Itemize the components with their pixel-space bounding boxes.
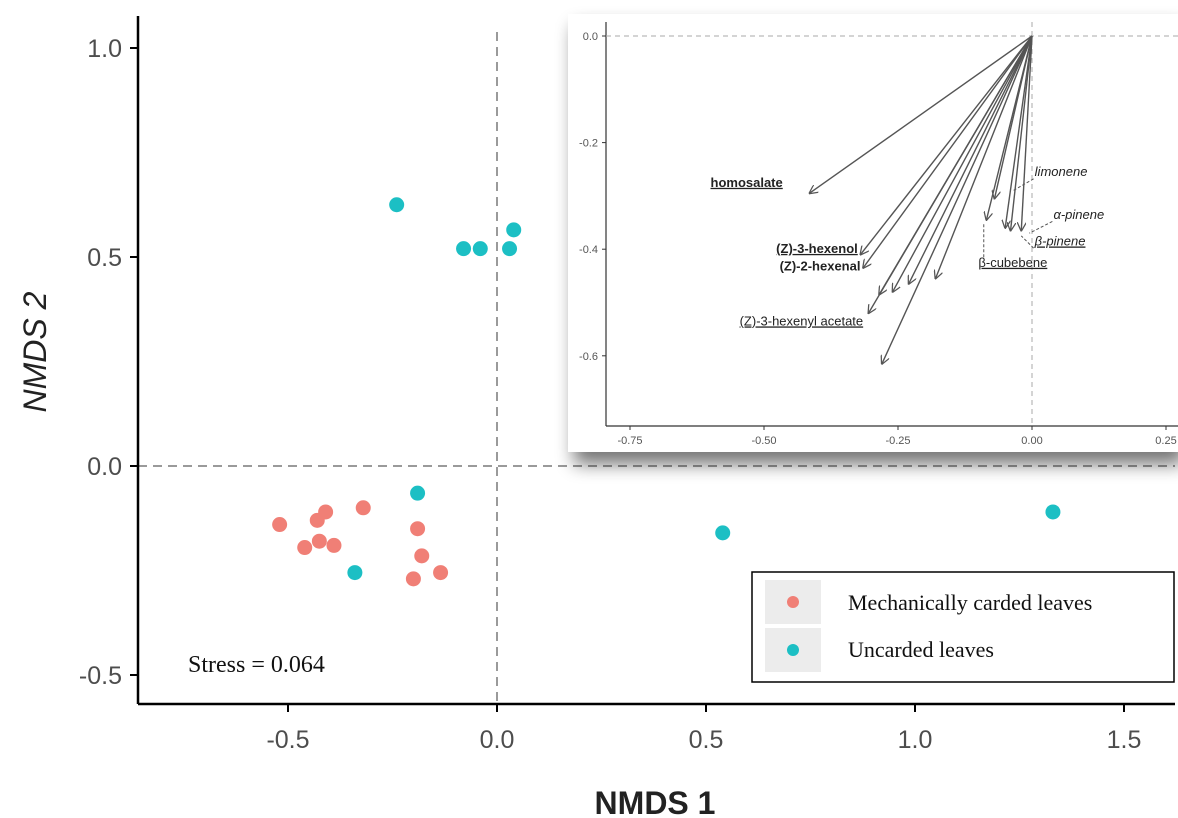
carded-leaf-point xyxy=(311,533,327,549)
legend-label-carded: Mechanically carded leaves xyxy=(848,590,1092,615)
legend-label-uncarded: Uncarded leaves xyxy=(848,637,994,662)
stress-annotation: Stress = 0.064 xyxy=(188,652,325,678)
vector-label: (Z)-3-hexenyl acetate xyxy=(740,313,864,328)
loading-vector-arrow xyxy=(860,35,1033,255)
vector-label: β-pinene xyxy=(1034,233,1086,248)
x-tick-label: 0.0 xyxy=(480,726,515,754)
carded-leaf-point xyxy=(433,565,449,581)
inset-y-tick-label: -0.2 xyxy=(579,138,598,150)
uncarded-leaf-point xyxy=(456,241,472,257)
label-leader-line xyxy=(1020,235,1034,249)
carded-leaf-point xyxy=(414,548,430,564)
y-tick-label: 0.0 xyxy=(87,453,122,481)
y-tick-label: 1.0 xyxy=(87,35,122,63)
carded-leaf-point xyxy=(405,571,421,587)
carded-leaf-point xyxy=(410,521,426,537)
uncarded-leaf-point xyxy=(347,565,363,581)
inset-y-tick-label: 0.0 xyxy=(583,31,598,43)
inset-x-tick-label: 0.00 xyxy=(1021,435,1042,447)
legend-swatch-carded xyxy=(787,596,799,608)
vector-label: α-pinene xyxy=(1053,207,1104,222)
main-scatter-plot: -0.5 0.0 0.5 1.0 1.5 -0.5 0.0 0.5 1.0 xyxy=(79,16,1175,754)
loading-vector-arrow xyxy=(986,35,1033,220)
uncarded-leaf-point xyxy=(472,241,488,257)
x-tick-label: 0.5 xyxy=(689,726,724,754)
loading-vector-arrow xyxy=(936,35,1033,279)
loading-vector-arrow xyxy=(882,35,1033,364)
vector-label: β-cubebene xyxy=(978,255,1047,270)
carded-leaf-point xyxy=(297,540,313,556)
uncarded-leaf-point xyxy=(502,241,518,257)
x-tick-label: 1.5 xyxy=(1107,726,1142,754)
vector-label: limonene xyxy=(1035,164,1088,179)
carded-leaf-point xyxy=(272,517,288,533)
loading-vector-arrow xyxy=(909,35,1033,284)
vector-label: homosalate xyxy=(711,175,783,190)
loading-vector-arrow xyxy=(893,35,1033,292)
loading-vector-arrow xyxy=(1021,35,1033,231)
uncarded-leaf-point xyxy=(410,485,426,501)
uncarded-leaf-point xyxy=(389,197,405,213)
x-tick-label: -0.5 xyxy=(266,726,309,754)
uncarded-leaf-point xyxy=(1045,504,1061,520)
inset-x-tick-label: -0.50 xyxy=(751,435,776,447)
inset-y-tick-label: -0.6 xyxy=(579,351,598,363)
vector-inset-plot: -0.75 -0.50 -0.25 0.00 0.25 0.0 -0.2 -0.4 -0.6 ho… xyxy=(568,14,1178,452)
carded-leaf-point xyxy=(318,504,334,520)
inset-y-tick-label: -0.4 xyxy=(579,244,598,256)
vector-label: (Z)-2-hexenal xyxy=(780,259,861,274)
uncarded-leaf-point xyxy=(715,525,731,541)
loading-vector-arrow xyxy=(1011,35,1033,231)
vector-label: (Z)-3-hexenol xyxy=(776,241,858,256)
loading-vector-arrow xyxy=(810,35,1033,193)
loading-vector-arrow xyxy=(1005,35,1033,228)
y-tick-label: -0.5 xyxy=(79,662,122,690)
carded-leaf-point xyxy=(355,500,371,516)
y-axis-title: NMDS 2 xyxy=(17,291,53,412)
loading-vector-arrow xyxy=(879,35,1033,295)
inset-background xyxy=(568,14,1178,452)
y-tick-label: 0.5 xyxy=(87,244,122,272)
legend-swatch-uncarded xyxy=(787,644,799,656)
carded-leaf-point xyxy=(326,537,342,553)
x-tick-label: 1.0 xyxy=(898,726,933,754)
inset-x-tick-label: 0.25 xyxy=(1155,435,1176,447)
uncarded-leaf-point xyxy=(506,222,522,238)
loading-vector-arrow xyxy=(863,35,1033,268)
inset-x-tick-label: -0.75 xyxy=(617,435,642,447)
label-leader-line xyxy=(1029,221,1053,234)
label-leader-line xyxy=(1012,178,1034,192)
x-axis-title: NMDS 1 xyxy=(595,785,716,818)
inset-x-tick-label: -0.25 xyxy=(885,435,910,447)
legend: Mechanically carded leaves Uncarded leav… xyxy=(751,571,1175,683)
